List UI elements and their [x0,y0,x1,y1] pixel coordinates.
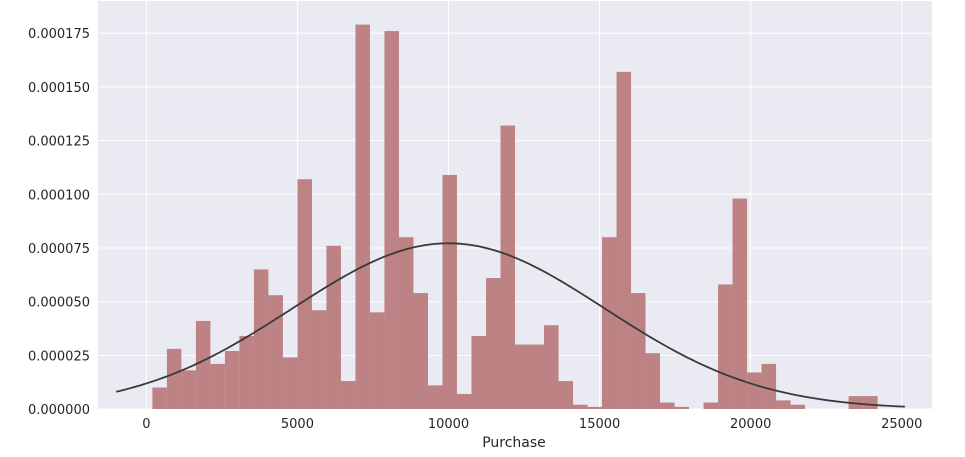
histogram-bar [747,372,762,409]
histogram-bar [776,400,791,409]
histogram-bar [326,245,341,409]
histogram-bar [602,237,617,409]
histogram-bar [181,370,196,409]
x-tick-label: 25000 [881,417,922,432]
histogram-bar [645,353,661,409]
normal-fit-curve [115,242,905,408]
y-tick-labels: 0.000000 0.000025 0.000050 0.000075 0.000100… [28,27,90,418]
histogram-bar [544,325,559,409]
histogram-bar [442,174,457,409]
y-tick-label: 0.000075 [28,242,90,257]
y-tick-label: 0.000125 [28,135,90,150]
histogram-bar [674,406,690,409]
histogram-bar [311,310,327,409]
y-tick-label: 0.000175 [28,27,90,42]
histogram-bar [210,363,225,409]
histogram-bar [558,381,574,409]
histogram-bar [718,284,733,409]
y-tick-label: 0.000050 [28,296,90,311]
y-tick-label: 0.000000 [28,403,90,418]
histogram-bars [152,24,878,410]
histogram-bar [195,320,211,409]
histogram-bar [253,269,269,409]
histogram-bar [355,24,370,409]
histogram-bar [268,295,283,409]
histogram-bar [660,402,675,409]
y-tick-label: 0.000025 [28,349,90,364]
x-tick-label: 0 [142,417,150,432]
x-tick-label: 20000 [730,417,771,432]
histogram-bar [427,385,443,409]
histogram-bar [631,293,646,409]
x-axis-label: Purchase [482,435,546,451]
histogram-bar [384,31,399,409]
histogram-bar [616,71,632,409]
histogram-bar [471,335,486,409]
x-tick-labels: 0 5000 10000 15000 20000 25000 [142,417,922,432]
histogram-bar [297,179,312,409]
histogram-bar [413,293,428,409]
y-tick-label: 0.000100 [28,188,90,203]
histogram-bar [152,387,167,409]
histogram-bar [587,406,603,409]
histogram-bar [573,404,588,409]
histogram-bar [398,237,414,409]
histogram-bar [340,381,356,409]
histogram-bar [703,402,719,409]
histogram-bar [500,125,515,410]
histogram-bar [761,363,777,409]
histogram-bar [863,396,878,409]
x-tick-label: 5000 [281,417,314,432]
histogram-bar [456,393,472,409]
histogram-bar [282,357,298,409]
x-tick-label: 10000 [428,417,469,432]
histogram-bar [529,344,545,409]
y-tick-label: 0.000150 [28,81,90,96]
histogram-bar [485,278,501,409]
histogram-bar [224,351,240,409]
histogram-bar [515,344,530,409]
histogram-bar [732,198,748,409]
histogram-bar [166,348,182,409]
histogram-bar [239,335,254,409]
histogram-bar [790,404,806,409]
x-tick-label: 15000 [579,417,620,432]
histogram-bar [369,312,385,409]
